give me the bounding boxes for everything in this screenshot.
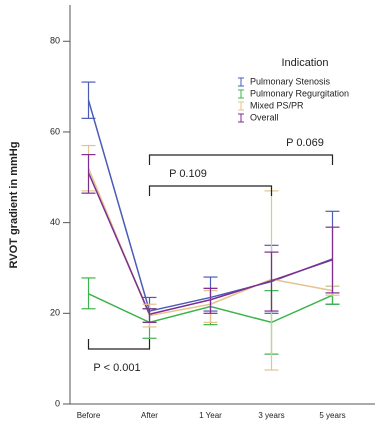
bracket	[148, 154, 334, 165]
x-tick-label: After	[141, 411, 158, 420]
legend-label: Mixed PS/PR	[250, 100, 304, 110]
annotation: P < 0.001	[93, 362, 140, 374]
legend-label: Overall	[250, 112, 279, 122]
legend-marker	[238, 101, 244, 111]
legend-marker	[238, 89, 244, 99]
x-tick-label: 3 years	[258, 411, 284, 420]
legend-title: Indication	[281, 57, 328, 69]
legend-label: Pulmonary Stenosis	[250, 76, 331, 86]
y-axis-label: RVOT gradient in mmHg	[8, 142, 20, 269]
x-tick-label: Before	[77, 411, 101, 420]
legend-label: Pulmonary Regurgitation	[250, 88, 349, 98]
annotation: P 0.069	[286, 137, 324, 149]
y-tick-label: 0	[55, 398, 60, 408]
y-tick-label: 20	[50, 308, 60, 318]
y-tick-label: 80	[50, 36, 60, 46]
y-tick-label: 60	[50, 126, 60, 136]
bracket	[148, 185, 273, 196]
bracket	[87, 339, 151, 350]
annotation: P 0.109	[169, 168, 207, 180]
x-tick-label: 1 Year	[199, 411, 222, 420]
legend-marker	[238, 113, 244, 123]
legend-marker	[238, 77, 244, 87]
x-tick-label: 5 years	[319, 411, 345, 420]
y-tick-label: 40	[50, 217, 60, 227]
